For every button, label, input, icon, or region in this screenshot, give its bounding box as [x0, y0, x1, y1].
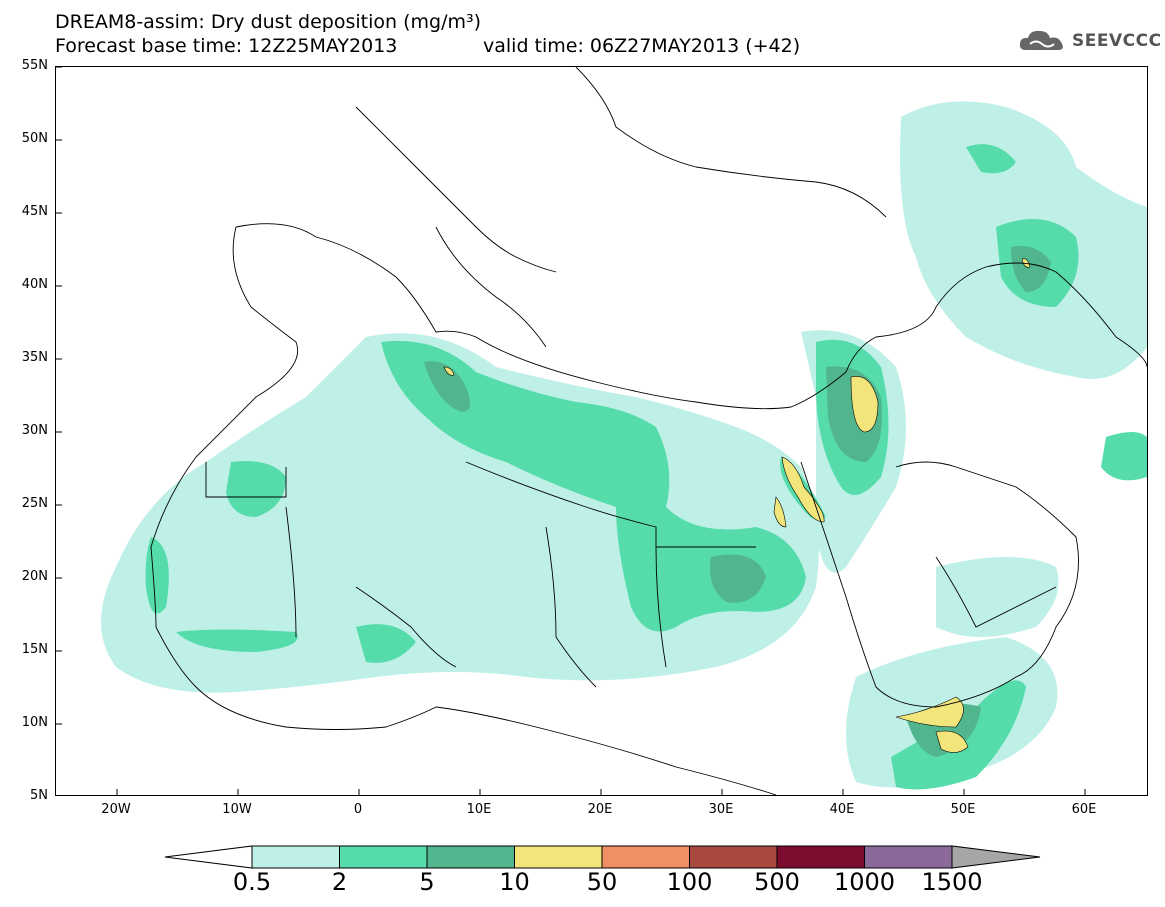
seevccc-logo: SEEVCCC: [1018, 28, 1162, 54]
colorbar-swatch: [251, 845, 340, 869]
dust-deposition-map: [56, 66, 1148, 796]
lon-label: 10E: [466, 802, 492, 817]
coastlines-borders: [150, 66, 1148, 796]
colorbar-label: 2: [331, 868, 348, 896]
map-panel: [55, 66, 1148, 796]
lat-label: 25N: [21, 496, 48, 511]
colorbar-label: 0.5: [232, 868, 272, 896]
colorbar-swatch: [776, 845, 865, 869]
lon-label: 10W: [222, 802, 252, 817]
colorbar-label: 1500: [921, 868, 983, 896]
lon-label: 30E: [708, 802, 734, 817]
lon-label: 60E: [1071, 802, 1097, 817]
lat-label: 15N: [21, 642, 48, 657]
lon-label: 20W: [101, 802, 131, 817]
map-ticks: [56, 66, 1086, 795]
colorbar-swatch: [689, 845, 778, 869]
lat-label: 10N: [21, 715, 48, 730]
lat-label: 30N: [21, 423, 48, 438]
lat-label: 35N: [21, 350, 48, 365]
lon-label: 50E: [950, 802, 976, 817]
colorbar-label: 100: [666, 868, 713, 896]
title-valid-time: valid time: 06Z27MAY2013 (+42): [483, 35, 801, 57]
lat-label: 45N: [21, 204, 48, 219]
logo-text: SEEVCCC: [1072, 31, 1162, 51]
colorbar-label: 10: [499, 868, 530, 896]
cloud-logo-icon: [1019, 30, 1063, 50]
colorbar-extend-low: [164, 845, 253, 869]
colorbar-swatch: [426, 845, 515, 869]
lat-label: 55N: [21, 58, 48, 73]
lat-label: 5N: [30, 788, 48, 803]
colorbar-swatch: [864, 845, 953, 869]
lon-label: 40E: [829, 802, 855, 817]
colorbar-label: 500: [754, 868, 800, 896]
colorbar-label: 5: [419, 868, 435, 896]
colorbar-swatch: [514, 845, 603, 869]
colorbar-extend-high: [951, 845, 1041, 869]
title-line-1: DREAM8-assim: Dry dust deposition (mg/m³…: [55, 11, 482, 33]
colorbar-label: 50: [586, 868, 618, 896]
colorbar-swatch: [339, 845, 428, 869]
colorbar-swatch: [601, 845, 690, 869]
lat-label: 40N: [21, 277, 48, 292]
title-base-time: Forecast base time: 12Z25MAY2013: [55, 35, 398, 57]
lat-label: 20N: [21, 569, 48, 584]
lon-label: 20E: [587, 802, 613, 817]
lat-label: 50N: [21, 131, 48, 146]
lon-label: 0: [353, 802, 363, 817]
colorbar-label: 1000: [833, 868, 896, 896]
